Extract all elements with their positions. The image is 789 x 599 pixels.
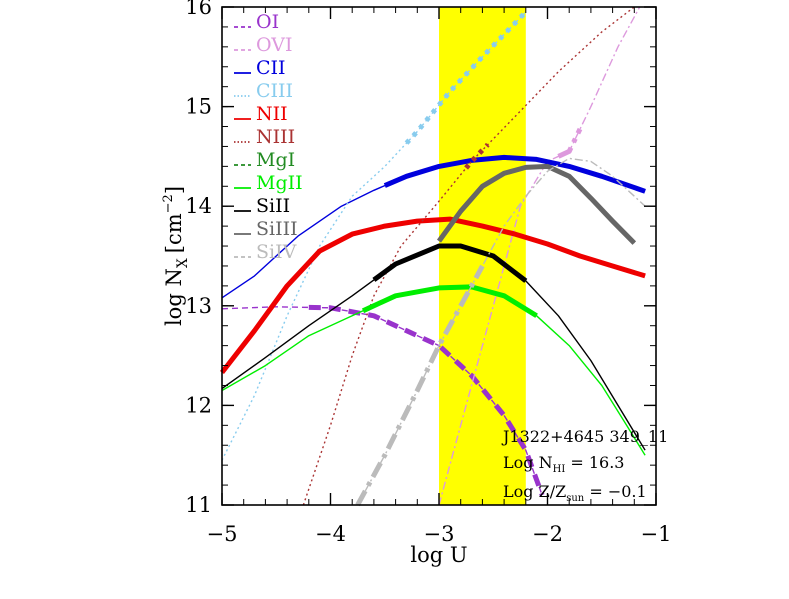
y-tick-label: 11 (185, 493, 212, 517)
y-axis-label-unit: [cm (162, 213, 186, 253)
legend-label-siii: SiII (256, 195, 290, 217)
annotation-block: J1322+4645 349_11 Log NHI = 16.3 Log Z/Z… (501, 427, 668, 504)
legend-label-cii: CII (256, 57, 286, 79)
y-axis-label-close: ] (162, 186, 186, 194)
curve-oi (221, 306, 543, 496)
nhi-main: Log N (503, 453, 553, 472)
y-axis-label-exp: −2 (161, 194, 176, 213)
nhi-annotation: Log NHI = 16.3 (503, 453, 624, 475)
metallicity-annotation: Log Z/Zsun = −0.1 (503, 482, 647, 504)
curve-oi-observed (308, 304, 545, 496)
object-id-label: J1322+4645 349_11 (501, 427, 668, 446)
x-tick-label: −2 (532, 522, 563, 546)
legend-label-nii: NII (256, 103, 288, 125)
legend-label-mgii: MgII (256, 172, 303, 194)
z-main: Log Z/Z (503, 482, 566, 501)
x-tick-label: −3 (424, 522, 455, 546)
y-tick-label: 13 (185, 294, 212, 318)
y-axis-label-sub: X (175, 258, 191, 268)
curve-niii (302, 6, 635, 506)
curve-ciii (221, 11, 527, 461)
y-axis-label-main: log N (162, 268, 186, 326)
x-tick-label: −4 (315, 522, 346, 546)
curve-nii-observed (220, 216, 646, 375)
y-axis-label: log NX [cm−2] (161, 186, 191, 326)
legend-label-mgi: MgI (256, 149, 295, 171)
curve-siiv-observed (355, 264, 485, 507)
axis-ticks: −5 −4 −3 −2 −1 11 12 13 14 15 16 (185, 0, 671, 546)
curve-ovi-observed (557, 127, 583, 159)
nhi-value: = 16.3 (565, 453, 624, 472)
y-tick-label: 12 (185, 393, 212, 417)
x-tick-label: −1 (641, 522, 672, 546)
curves-layer (220, 6, 646, 507)
curve-cii-observed (383, 154, 646, 194)
y-tick-label: 15 (185, 95, 212, 119)
z-value: = −0.1 (584, 482, 646, 501)
legend-label-oi: OI (256, 11, 279, 33)
y-tick-label: 14 (185, 194, 212, 218)
nhi-sub: HI (553, 464, 566, 475)
x-tick-label: −5 (207, 522, 238, 546)
curve-siiii-observed (436, 163, 637, 245)
curve-siii-observed (372, 243, 528, 283)
curve-niii-observed (464, 142, 490, 170)
legend-label-siiv: SiIV (256, 241, 297, 263)
legend-label-ciii: CIII (256, 80, 293, 102)
legend-label-siiii: SiIII (256, 218, 298, 240)
z-sub: sun (566, 493, 585, 504)
curve-ciii-observed (404, 10, 528, 145)
curve-mgii-observed (361, 284, 538, 318)
curve-siiv (356, 157, 646, 506)
curve-siii (221, 245, 646, 451)
y-tick-label: 16 (185, 0, 212, 19)
x-axis-label: log U (410, 543, 467, 567)
legend-label-ovi: OVI (256, 34, 292, 56)
legend-label-niii: NIII (256, 126, 295, 148)
